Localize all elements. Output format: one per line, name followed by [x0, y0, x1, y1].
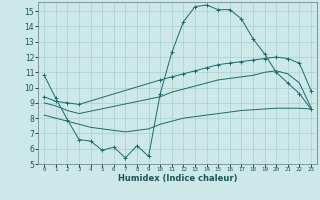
X-axis label: Humidex (Indice chaleur): Humidex (Indice chaleur) [118, 174, 237, 183]
